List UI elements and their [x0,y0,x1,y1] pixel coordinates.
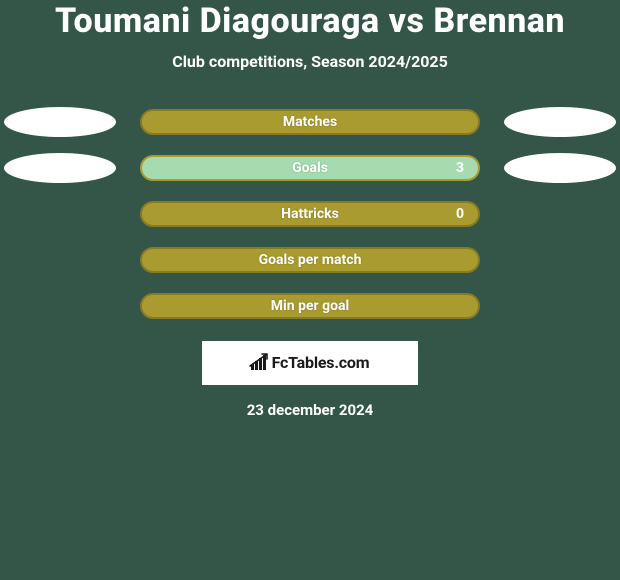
stat-label: Goals per match [259,252,362,268]
logo-box: FcTables.com [202,341,418,385]
stat-bar: Matches [140,109,480,135]
date-text: 23 december 2024 [247,401,374,419]
stat-right-value: 0 [456,206,464,222]
stat-row: Goals 3 [0,155,620,181]
stat-row: Min per goal [0,293,620,319]
page-root: Toumani Diagouraga vs Brennan Club compe… [0,0,620,580]
stat-right-value: 3 [456,160,464,176]
logo-text: FcTables.com [272,353,370,372]
stat-left-oval [4,153,116,183]
stat-bar: Goals per match [140,247,480,273]
stat-label: Hattricks [281,206,339,222]
stat-right-oval [504,107,616,137]
stat-label: Matches [283,114,337,130]
stat-row: Goals per match [0,247,620,273]
stat-row: Hattricks 0 [0,201,620,227]
stat-bar: Hattricks 0 [140,201,480,227]
stat-left-oval [4,107,116,137]
stat-bar: Min per goal [140,293,480,319]
stat-row: Matches [0,109,620,135]
stat-label: Goals [292,160,328,176]
stat-right-oval [504,153,616,183]
arrow-up-icon [249,352,271,368]
stats-bars: Matches Goals 3 Hattricks 0 Goals per match Mi… [0,109,620,319]
stat-bar: Goals 3 [140,155,480,181]
stat-label: Min per goal [271,298,349,314]
page-title: Toumani Diagouraga vs Brennan [55,4,565,40]
fctables-chart-icon [251,355,266,370]
page-subtitle: Club competitions, Season 2024/2025 [172,52,448,71]
